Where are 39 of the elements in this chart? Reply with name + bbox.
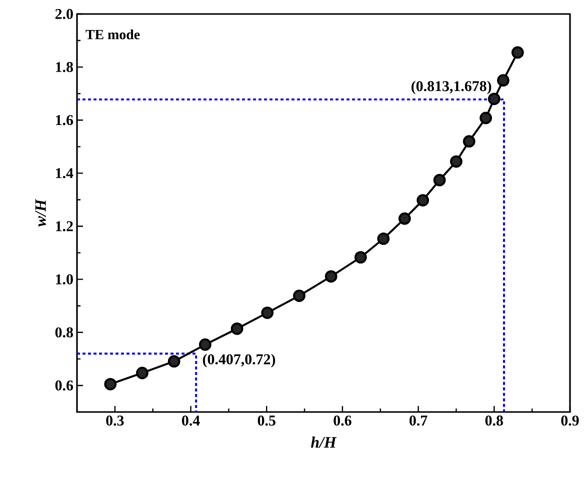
- y-tick-label: 1.0: [56, 274, 73, 284]
- y-tick-label: 1.4: [56, 168, 74, 178]
- point: [377, 232, 390, 245]
- y-tick-label: 0.8: [55, 327, 73, 338]
- point: [104, 378, 117, 390]
- y-tick-label: 2.0: [55, 8, 73, 20]
- x-axis-title: h/H: [310, 436, 337, 448]
- x-tick-label: 0.8: [485, 416, 503, 426]
- x-tick-label: 0.9: [561, 416, 579, 426]
- y-tick-label: 1.6: [56, 115, 74, 126]
- point: [497, 74, 510, 87]
- point: [230, 322, 244, 335]
- point: [136, 366, 148, 380]
- x-tick-label: 0.7: [410, 416, 428, 426]
- point: [324, 270, 338, 283]
- point: [416, 194, 430, 206]
- point: [433, 174, 446, 186]
- point: [398, 212, 411, 225]
- y-tick-label: 0.6: [55, 380, 74, 391]
- x-tick-label: 0.6: [334, 416, 352, 426]
- point: [293, 290, 306, 302]
- point: [261, 306, 274, 319]
- annotation: (0.813,1.678): [412, 80, 492, 94]
- point: [480, 112, 492, 124]
- x-tick-label: 0.5: [258, 416, 276, 426]
- point: [450, 155, 462, 168]
- point: [462, 135, 476, 148]
- point: [511, 46, 524, 59]
- point: [488, 92, 500, 106]
- annotation: (0.407,0.72): [202, 354, 276, 368]
- x-tick-label: 0.3: [106, 416, 124, 426]
- point: [168, 355, 180, 368]
- point: [354, 251, 367, 264]
- annotation: TE mode: [86, 29, 140, 40]
- x-tick-label: 0.4: [182, 416, 200, 426]
- y-tick-label: 1.8: [56, 62, 73, 72]
- point: [198, 338, 212, 351]
- y-axis-title: w/H: [35, 198, 46, 227]
- y-tick-label: 1.2: [56, 221, 73, 232]
